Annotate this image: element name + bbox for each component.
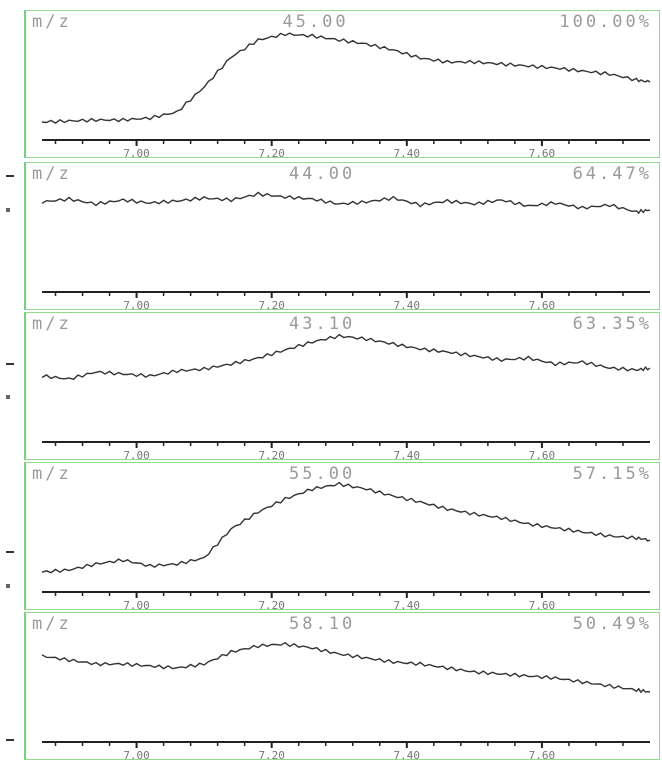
x-tick-label: 7.40: [394, 299, 421, 312]
panel-frame: [24, 10, 660, 158]
mass-value: 43.10: [289, 314, 356, 334]
x-tick-label: 7.00: [123, 449, 150, 462]
x-tick-label: 7.20: [258, 299, 285, 312]
left-axis-mark: [6, 363, 14, 365]
x-tick-label: 7.40: [394, 449, 421, 462]
intensity-value: 64.47%: [572, 164, 652, 184]
ion-trace-line: [41, 191, 651, 215]
chromatogram-panel: m/z 55.00 57.15% 7.00 7.20 7.40 7.60: [24, 462, 660, 612]
ion-trace-line: [41, 333, 651, 381]
chromatogram-plot: 7.00 7.20 7.40 7.60: [41, 641, 651, 761]
mz-label: m/z: [32, 314, 72, 334]
x-tick-label: 7.60: [529, 749, 556, 761]
chromatogram-panel: m/z 45.00 100.00% 7.00 7.20 7.40 7.60: [24, 10, 660, 160]
left-axis-mark: [6, 551, 14, 553]
mz-label: m/z: [32, 12, 72, 32]
panel-frame: [24, 312, 660, 460]
intensity-value: 63.35%: [572, 314, 652, 334]
mass-value: 58.10: [289, 614, 356, 634]
panel-frame: [24, 462, 660, 610]
x-tick-label: 7.20: [258, 749, 285, 761]
mz-label: m/z: [32, 614, 72, 634]
chromatogram-panel: m/z 58.10 50.49% 7.00 7.20 7.40 7.60: [24, 612, 660, 761]
chromatogram-plot: 7.00 7.20 7.40 7.60: [41, 191, 651, 312]
x-tick-label: 7.00: [123, 599, 150, 612]
x-tick-label: 7.40: [394, 599, 421, 612]
ion-trace-line: [41, 641, 651, 694]
left-axis-mark: [6, 584, 10, 588]
x-tick-label: 7.20: [258, 599, 285, 612]
x-tick-label: 7.00: [123, 147, 150, 160]
panel-header: m/z 43.10 63.35%: [32, 312, 652, 336]
chromatogram-plot: 7.00 7.20 7.40 7.60: [41, 32, 651, 160]
left-axis-mark: [6, 395, 10, 399]
mass-value: 44.00: [289, 164, 356, 184]
mz-label: m/z: [32, 164, 72, 184]
chromatogram-plot: 7.00 7.20 7.40 7.60: [41, 333, 651, 462]
chromatogram-panel: m/z 44.00 64.47% 7.00 7.20 7.40 7.60: [24, 162, 660, 312]
left-axis-mark: [6, 739, 14, 741]
intensity-value: 57.15%: [572, 464, 652, 484]
ion-trace-line: [41, 481, 651, 574]
x-tick-label: 7.40: [394, 749, 421, 761]
x-tick-label: 7.00: [123, 299, 150, 312]
intensity-value: 100.00%: [559, 12, 652, 32]
x-tick-label: 7.20: [258, 449, 285, 462]
panel-frame: [24, 612, 660, 760]
panel-frame: [24, 162, 660, 310]
chromatogram-plot: 7.00 7.20 7.40 7.60: [41, 481, 651, 612]
panel-header: m/z 55.00 57.15%: [32, 462, 652, 486]
mass-value: 55.00: [289, 464, 356, 484]
x-tick-label: 7.60: [529, 299, 556, 312]
panel-header: m/z 45.00 100.00%: [32, 10, 652, 34]
x-tick-label: 7.60: [529, 449, 556, 462]
panel-header: m/z 58.10 50.49%: [32, 612, 652, 636]
mz-label: m/z: [32, 464, 72, 484]
x-tick-label: 7.60: [529, 599, 556, 612]
ion-trace-line: [41, 32, 651, 124]
intensity-value: 50.49%: [572, 614, 652, 634]
x-tick-label: 7.40: [394, 147, 421, 160]
x-tick-label: 7.00: [123, 749, 150, 761]
chromatogram-panel: m/z 43.10 63.35% 7.00 7.20 7.40 7.60: [24, 312, 660, 462]
mass-value: 45.00: [282, 12, 349, 32]
x-tick-label: 7.20: [258, 147, 285, 160]
left-axis-mark: [6, 208, 10, 212]
x-tick-label: 7.60: [529, 147, 556, 160]
left-axis-mark: [6, 175, 14, 177]
panel-header: m/z 44.00 64.47%: [32, 162, 652, 186]
